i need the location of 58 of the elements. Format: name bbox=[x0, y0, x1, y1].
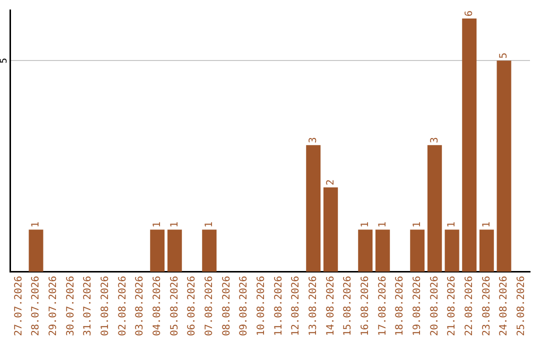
x-tick-label: 05.08.2026 bbox=[169, 276, 180, 336]
x-tick-label: 16.08.2026 bbox=[360, 276, 371, 336]
data-label: 1 bbox=[152, 222, 163, 228]
data-label: 5 bbox=[498, 52, 510, 59]
bar bbox=[410, 230, 425, 272]
x-tick-label: 06.08.2026 bbox=[186, 276, 198, 336]
data-label: 3 bbox=[308, 137, 319, 144]
x-tick-label: 03.08.2026 bbox=[134, 276, 146, 336]
bar bbox=[323, 187, 338, 272]
data-label: 1 bbox=[169, 222, 180, 228]
bar bbox=[167, 230, 182, 272]
x-tick-label: 10.08.2026 bbox=[256, 276, 267, 336]
data-label: 1 bbox=[377, 222, 388, 228]
x-tick-label: 14.08.2026 bbox=[325, 276, 336, 336]
data-label: 1 bbox=[481, 222, 492, 228]
x-tick-label: 08.08.2026 bbox=[221, 276, 232, 336]
x-tick-label: 28.07.2026 bbox=[30, 276, 42, 336]
x-tick-label: 31.07.2026 bbox=[82, 276, 94, 336]
x-tick-label: 21.08.2026 bbox=[446, 276, 458, 336]
bar bbox=[150, 230, 165, 272]
x-tick-label: 27.07.2026 bbox=[13, 276, 24, 336]
bar bbox=[444, 230, 460, 272]
x-tick-label: 19.08.2026 bbox=[412, 276, 423, 336]
data-label: 2 bbox=[325, 179, 336, 186]
x-tick-label: 20.08.2026 bbox=[429, 276, 440, 336]
bar bbox=[358, 230, 373, 272]
x-tick-label: 12.08.2026 bbox=[290, 276, 302, 336]
x-tick-label: 22.08.2026 bbox=[464, 276, 475, 336]
x-tick-label: 11.08.2026 bbox=[273, 276, 284, 336]
bar bbox=[202, 230, 217, 272]
bar bbox=[375, 230, 390, 272]
data-label: 1 bbox=[204, 222, 215, 228]
x-tick-label: 15.08.2026 bbox=[342, 276, 354, 336]
data-label: 3 bbox=[429, 137, 440, 144]
bar bbox=[427, 145, 442, 272]
data-label: 1 bbox=[446, 222, 458, 228]
x-tick-label: 13.08.2026 bbox=[308, 276, 319, 336]
x-tick-label: 23.08.2026 bbox=[481, 276, 492, 336]
bar bbox=[28, 230, 44, 272]
data-label: 1 bbox=[30, 222, 42, 228]
x-tick-label: 30.07.2026 bbox=[65, 276, 76, 336]
x-tick-label: 17.08.2026 bbox=[377, 276, 388, 336]
x-tick-label: 24.08.2026 bbox=[498, 276, 510, 336]
bar bbox=[479, 230, 494, 272]
x-tick-label: 04.08.2026 bbox=[152, 276, 163, 336]
bar bbox=[306, 145, 321, 272]
data-label: 6 bbox=[464, 10, 475, 16]
x-tick-label: 01.08.2026 bbox=[100, 276, 111, 336]
bar bbox=[462, 18, 477, 272]
x-tick-label: 25.08.2026 bbox=[516, 276, 527, 336]
data-label: 1 bbox=[360, 222, 371, 228]
x-tick-label: 07.08.2026 bbox=[204, 276, 215, 336]
bar bbox=[496, 60, 512, 272]
x-tick-label: 02.08.2026 bbox=[117, 276, 128, 336]
x-tick-label: 29.07.2026 bbox=[48, 276, 59, 336]
data-label: 1 bbox=[412, 222, 423, 228]
x-tick-label: 09.08.2026 bbox=[238, 276, 250, 336]
x-tick-label: 18.08.2026 bbox=[394, 276, 406, 336]
